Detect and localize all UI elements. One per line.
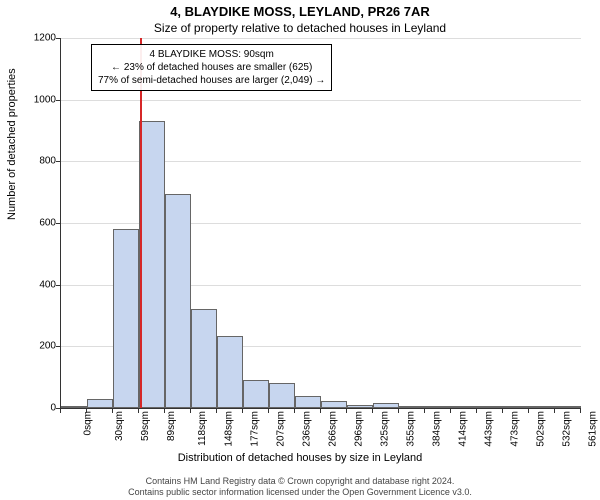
histogram-bar [191,309,217,408]
histogram-bar [555,406,581,408]
y-tick-label: 600 [39,218,56,229]
x-axis-ticks: 0sqm 30sqm 59sqm 89sqm 118sqm 148sqm 177sqm 207… [60,408,580,453]
histogram-bar [529,406,555,408]
histogram-bar [373,403,399,408]
histogram-bar [139,121,165,408]
annotation-line: 77% of semi-detached houses are larger (… [98,74,325,87]
histogram-bar [243,380,269,408]
histogram-bar [165,194,191,408]
histogram-bar [399,406,425,408]
chart-title: 4, BLAYDIKE MOSS, LEYLAND, PR26 7AR [0,0,600,19]
x-tick-label: 473sqm [510,411,521,447]
histogram-bar [87,399,113,408]
y-axis-ticks: 020040060080010001200 [0,38,58,408]
y-tick-label: 200 [39,341,56,352]
x-tick-label: 177sqm [250,411,261,447]
chart-container: 4, BLAYDIKE MOSS, LEYLAND, PR26 7AR Size… [0,0,600,500]
footer-attribution: Contains HM Land Registry data © Crown c… [0,476,600,498]
x-tick-label: 561sqm [588,411,599,447]
histogram-bar [321,401,347,408]
x-tick-label: 30sqm [114,411,125,441]
histogram-bar [269,383,295,408]
histogram-bar [503,406,529,408]
annotation-line: ← 23% of detached houses are smaller (62… [98,61,325,74]
x-tick-label: 443sqm [484,411,495,447]
x-tick-label: 502sqm [536,411,547,447]
x-tick-label: 0sqm [82,411,93,435]
x-tick-label: 414sqm [458,411,469,447]
x-tick-label: 266sqm [328,411,339,447]
histogram-bar [295,396,321,408]
histogram-bar [61,406,87,408]
histogram-bar [347,405,373,408]
x-tick-label: 355sqm [406,411,417,447]
annotation-line: 4 BLAYDIKE MOSS: 90sqm [98,48,325,61]
x-tick-label: 532sqm [562,411,573,447]
x-tick-label: 89sqm [166,411,177,441]
x-tick-label: 325sqm [380,411,391,447]
x-tick-label: 118sqm [197,411,208,446]
footer-line-2: Contains public sector information licen… [0,487,600,498]
histogram-bar [113,229,139,408]
y-tick-label: 1200 [34,33,56,44]
y-tick-label: 800 [39,156,56,167]
histogram-bar [425,406,451,408]
x-tick-label: 384sqm [432,411,443,447]
plot-area: 4 BLAYDIKE MOSS: 90sqm← 23% of detached … [60,38,581,409]
x-tick-label: 296sqm [354,411,365,447]
annotation-box: 4 BLAYDIKE MOSS: 90sqm← 23% of detached … [91,44,332,91]
x-tick-label: 207sqm [276,411,287,447]
histogram-bar [477,406,503,408]
x-axis-label: Distribution of detached houses by size … [0,452,600,464]
chart-subtitle: Size of property relative to detached ho… [0,19,600,35]
histogram-bar [451,406,477,408]
x-tick-label: 236sqm [302,411,313,447]
y-tick-label: 1000 [34,94,56,105]
histogram-bar [217,336,243,408]
y-tick-label: 400 [39,279,56,290]
property-marker-line [140,38,142,408]
x-tick-label: 59sqm [140,411,151,441]
footer-line-1: Contains HM Land Registry data © Crown c… [0,476,600,487]
x-tick-label: 148sqm [224,411,235,447]
